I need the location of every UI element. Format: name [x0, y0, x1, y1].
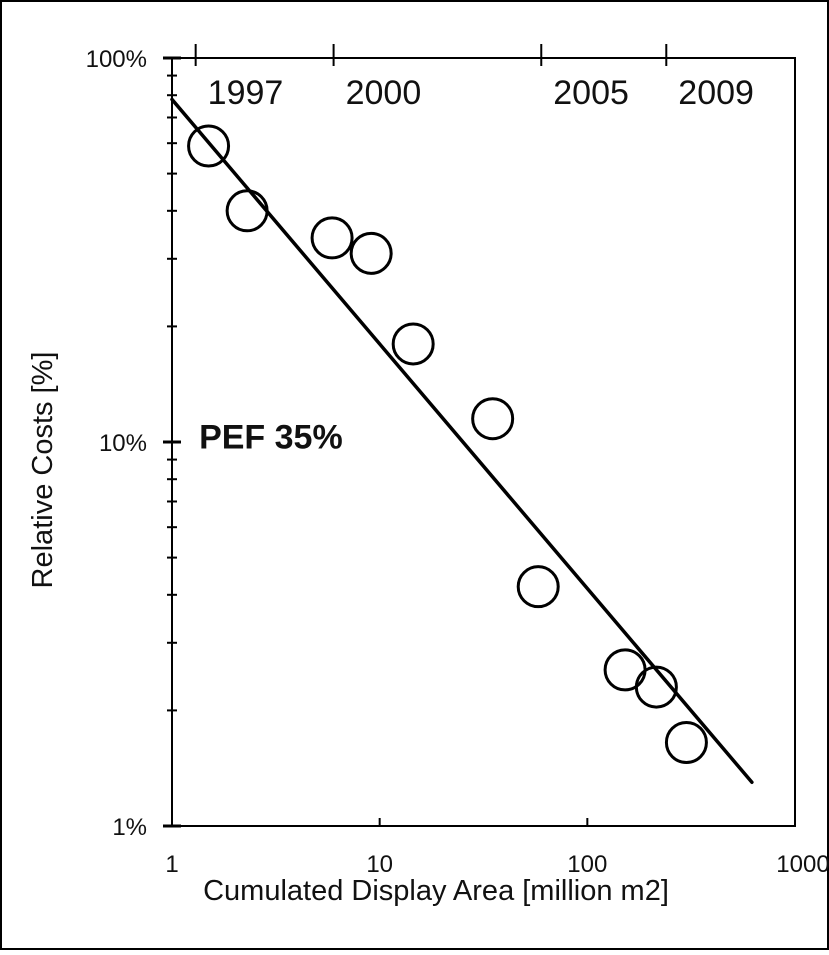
tick-labels: 1 10 100 1000 1% 10% 100% 1997 2000 2005 2009	[86, 46, 829, 878]
year-label: 1997	[208, 74, 284, 112]
data-point	[664, 720, 708, 764]
y-tick-label: 10%	[99, 430, 147, 457]
data-point	[634, 665, 678, 709]
year-label: 2000	[346, 74, 422, 112]
year-label: 2009	[678, 74, 754, 112]
y-tick-label: 1%	[112, 814, 147, 841]
x-tick-label: 10	[366, 851, 393, 878]
data-points	[187, 124, 708, 764]
year-label: 2005	[553, 74, 629, 112]
data-point	[225, 189, 269, 233]
y-axis-title: Relative Costs [%]	[27, 352, 59, 589]
data-point	[516, 565, 560, 609]
pef-annotation: PEF 35%	[199, 419, 343, 457]
axis-ticks	[163, 44, 796, 828]
x-tick-label: 100	[567, 851, 607, 878]
data-point	[187, 124, 231, 168]
x-axis-title: Cumulated Display Area [million m2]	[203, 875, 669, 907]
y-tick-label: 100%	[86, 46, 147, 73]
x-tick-label: 1	[165, 851, 178, 878]
data-point	[310, 216, 354, 260]
data-point	[391, 322, 435, 366]
data-point	[349, 231, 393, 275]
annotations: PEF 35%	[199, 419, 343, 457]
data-point	[471, 397, 515, 441]
x-tick-label: 1000	[776, 851, 829, 878]
